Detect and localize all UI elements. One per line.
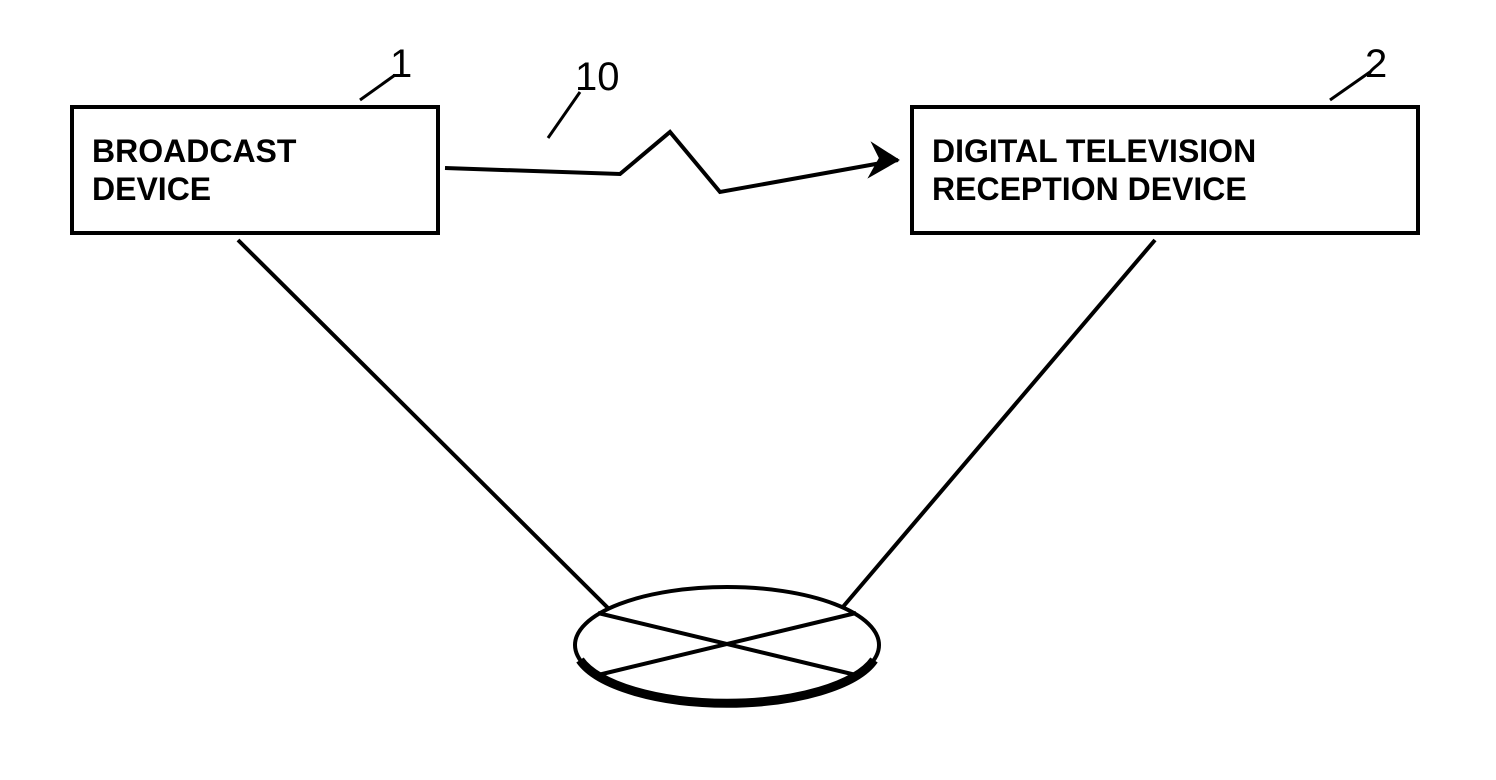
node-reception-line2: RECEPTION DEVICE	[932, 170, 1256, 208]
connector-right	[842, 240, 1155, 608]
node-reception-device: DIGITAL TELEVISION RECEPTION DEVICE	[910, 105, 1420, 235]
ellipse-cross-2	[598, 613, 856, 675]
signal-arrow-path	[445, 132, 898, 192]
label-10: 10	[575, 55, 620, 100]
label-2: 2	[1365, 42, 1387, 87]
node-broadcast-device: BROADCAST DEVICE	[70, 105, 440, 235]
connector-left	[238, 240, 608, 608]
signal-arrowhead	[870, 144, 898, 176]
ellipse-cross-1	[598, 613, 856, 675]
ellipse-node	[575, 587, 879, 703]
node-broadcast-line2: DEVICE	[92, 170, 296, 208]
node-broadcast-line1: BROADCAST	[92, 132, 296, 170]
label-1: 1	[390, 42, 412, 87]
ellipse-shadow	[580, 660, 874, 703]
leader-line-2	[1330, 72, 1370, 100]
node-reception-line1: DIGITAL TELEVISION	[932, 132, 1256, 170]
